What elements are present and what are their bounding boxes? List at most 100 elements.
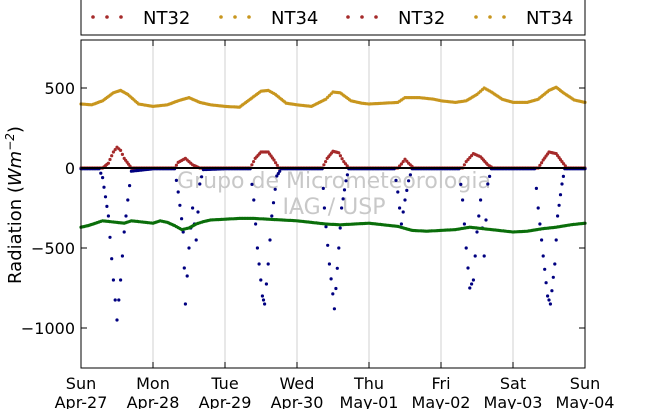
data-point: [122, 230, 126, 234]
data-point: [544, 281, 548, 285]
data-point: [399, 162, 403, 166]
data-point: [482, 254, 486, 258]
x-tick-date: Apr-27: [55, 393, 108, 409]
legend-marker: [488, 15, 492, 19]
x-tick-date: Apr-28: [127, 393, 180, 409]
x-tick-date: Apr-30: [271, 393, 324, 409]
data-point: [275, 163, 279, 167]
data-point: [176, 190, 180, 194]
data-point: [541, 254, 545, 258]
grid-lines: [152, 40, 514, 368]
data-point: [401, 160, 405, 164]
data-point: [117, 298, 121, 302]
data-point: [185, 274, 189, 278]
data-point: [191, 206, 195, 210]
data-point: [562, 162, 566, 166]
data-point: [462, 163, 466, 167]
data-point: [473, 254, 477, 258]
data-point: [174, 178, 178, 182]
data-point: [408, 173, 412, 177]
data-point: [553, 262, 557, 266]
data-point: [266, 262, 270, 266]
data-point: [276, 172, 280, 176]
data-point: [326, 243, 330, 247]
data-point: [470, 282, 474, 286]
legend-marker: [474, 15, 478, 19]
data-point: [337, 246, 341, 250]
legend-marker: [374, 15, 378, 19]
data-point: [345, 173, 349, 177]
y-tick-label: 500: [44, 79, 75, 98]
data-point: [342, 188, 347, 192]
x-tick-date: May-01: [340, 393, 399, 409]
data-point: [560, 182, 564, 186]
data-point: [105, 204, 109, 208]
data-point: [543, 267, 547, 271]
legend-entry: NT32: [91, 8, 190, 29]
data-point: [479, 198, 483, 202]
data-point: [550, 289, 554, 293]
data-point: [338, 154, 342, 158]
data-point: [466, 266, 470, 270]
data-point: [261, 298, 266, 302]
legend-label: NT34: [526, 8, 573, 29]
data-point: [274, 161, 278, 165]
data-point: [275, 174, 279, 178]
data-point: [324, 225, 328, 229]
data-point: [556, 214, 560, 218]
legend-label: NT34: [271, 8, 318, 29]
data-point: [99, 171, 103, 175]
data-point: [557, 203, 561, 207]
legend-entry: NT32: [346, 8, 445, 29]
data-point: [407, 179, 411, 183]
data-point: [322, 206, 326, 210]
legend-entry: NT34: [474, 8, 573, 29]
data-point: [108, 235, 112, 239]
data-point: [106, 161, 110, 165]
data-point: [401, 210, 405, 214]
y-tick-label: −1000: [21, 319, 75, 338]
data-point: [486, 182, 490, 186]
data-point: [321, 186, 325, 190]
data-point: [110, 154, 114, 158]
legend-marker: [91, 15, 95, 19]
plot-frame: [80, 39, 586, 369]
legend-box: [80, 0, 586, 36]
data-point: [340, 157, 344, 161]
data-point: [338, 226, 342, 230]
data-point: [113, 148, 117, 152]
data-point: [331, 292, 335, 296]
x-tick-day: Fri: [431, 374, 450, 393]
data-point: [260, 294, 264, 298]
data-point: [187, 246, 191, 250]
data-point: [558, 193, 563, 197]
data-point: [174, 163, 178, 167]
data-point: [547, 298, 551, 302]
data-point: [540, 238, 544, 242]
data-point: [110, 257, 114, 261]
data-point: [554, 238, 558, 242]
data-point: [464, 246, 468, 250]
data-point: [250, 182, 254, 186]
data-point: [196, 210, 200, 214]
legend-marker: [247, 15, 251, 19]
data-point: [119, 148, 123, 152]
data-point: [120, 152, 124, 156]
data-point: [471, 278, 475, 282]
data-point: [102, 185, 106, 189]
data-point: [344, 179, 348, 183]
legend-marker: [346, 15, 350, 19]
data-point: [561, 174, 566, 178]
data-point: [273, 187, 277, 191]
legend-entry: NT34: [219, 8, 318, 29]
data-point: [332, 307, 336, 311]
data-point: [334, 286, 338, 291]
data-point: [115, 318, 119, 322]
data-point: [180, 217, 184, 221]
data-point: [343, 162, 348, 166]
data-point: [181, 230, 185, 234]
x-tick-date: May-04: [556, 393, 615, 409]
x-tick-day: Sat: [500, 374, 526, 393]
